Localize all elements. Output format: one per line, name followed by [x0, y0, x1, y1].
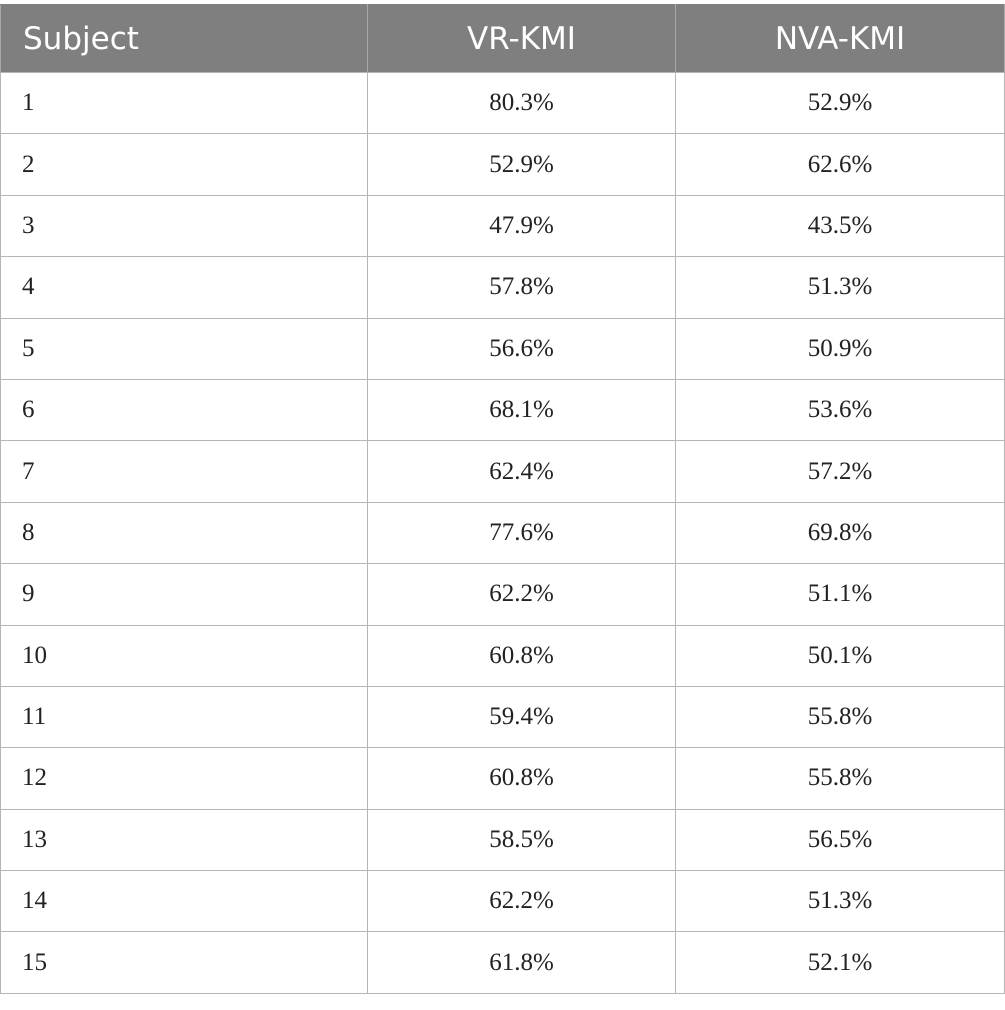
table-row: 12 60.8% 55.8%: [0, 747, 1005, 810]
table-row: 7 62.4% 57.2%: [0, 440, 1005, 503]
cell-vr-kmi: 68.1%: [367, 378, 676, 442]
table-row: 4 57.8% 51.3%: [0, 256, 1005, 319]
cell-vr-kmi: 77.6%: [367, 501, 676, 565]
cell-subject: 5: [0, 317, 368, 380]
table-row: 1 80.3% 52.9%: [0, 71, 1005, 135]
header-subject: Subject: [0, 4, 368, 73]
header-vr-kmi: VR-KMI: [367, 4, 676, 73]
cell-vr-kmi: 62.4%: [367, 440, 676, 503]
table-header: Subject VR-KMI NVA-KMI: [0, 4, 1005, 73]
cell-nva-kmi: 57.2%: [675, 440, 1005, 503]
cell-vr-kmi: 60.8%: [367, 747, 676, 810]
table-row: 3 47.9% 43.5%: [0, 194, 1005, 258]
table-row: 14 62.2% 51.3%: [0, 870, 1005, 933]
table-body: 1 80.3% 52.9% 2 52.9% 62.6% 3 47.9% 43.5% 4 57.8% 5…: [0, 71, 1005, 994]
cell-nva-kmi: 55.8%: [675, 685, 1005, 749]
cell-subject: 8: [0, 501, 368, 565]
cell-subject: 9: [0, 563, 368, 626]
cell-nva-kmi: 50.9%: [675, 317, 1005, 380]
cell-subject: 3: [0, 194, 368, 258]
cell-vr-kmi: 47.9%: [367, 194, 676, 258]
cell-nva-kmi: 55.8%: [675, 747, 1005, 810]
cell-vr-kmi: 57.8%: [367, 256, 676, 319]
cell-nva-kmi: 52.1%: [675, 931, 1005, 994]
cell-vr-kmi: 61.8%: [367, 931, 676, 994]
header-row: Subject VR-KMI NVA-KMI: [0, 4, 1005, 73]
cell-vr-kmi: 56.6%: [367, 317, 676, 380]
cell-nva-kmi: 51.1%: [675, 563, 1005, 626]
cell-subject: 7: [0, 440, 368, 503]
table-row: 2 52.9% 62.6%: [0, 133, 1005, 196]
cell-nva-kmi: 43.5%: [675, 194, 1005, 258]
cell-nva-kmi: 62.6%: [675, 133, 1005, 196]
cell-nva-kmi: 51.3%: [675, 256, 1005, 319]
cell-subject: 2: [0, 133, 368, 196]
table-row: 5 56.6% 50.9%: [0, 317, 1005, 380]
cell-vr-kmi: 59.4%: [367, 685, 676, 749]
header-nva-kmi: NVA-KMI: [675, 4, 1005, 73]
cell-subject: 15: [0, 931, 368, 994]
cell-vr-kmi: 60.8%: [367, 624, 676, 687]
cell-subject: 1: [0, 71, 368, 135]
cell-nva-kmi: 52.9%: [675, 71, 1005, 135]
cell-vr-kmi: 62.2%: [367, 870, 676, 933]
table-row: 9 62.2% 51.1%: [0, 563, 1005, 626]
cell-subject: 13: [0, 808, 368, 872]
table-row: 8 77.6% 69.8%: [0, 501, 1005, 565]
cell-subject: 11: [0, 685, 368, 749]
cell-nva-kmi: 53.6%: [675, 378, 1005, 442]
table-row: 13 58.5% 56.5%: [0, 808, 1005, 872]
cell-vr-kmi: 58.5%: [367, 808, 676, 872]
table-row: 10 60.8% 50.1%: [0, 624, 1005, 687]
cell-nva-kmi: 51.3%: [675, 870, 1005, 933]
cell-subject: 12: [0, 747, 368, 810]
cell-nva-kmi: 56.5%: [675, 808, 1005, 872]
cell-subject: 4: [0, 256, 368, 319]
table-row: 11 59.4% 55.8%: [0, 685, 1005, 749]
table-row: 6 68.1% 53.6%: [0, 378, 1005, 442]
cell-vr-kmi: 52.9%: [367, 133, 676, 196]
cell-nva-kmi: 69.8%: [675, 501, 1005, 565]
cell-subject: 6: [0, 378, 368, 442]
results-table: Subject VR-KMI NVA-KMI 1 80.3% 52.9% 2 52.9%…: [0, 4, 1005, 994]
cell-nva-kmi: 50.1%: [675, 624, 1005, 687]
cell-vr-kmi: 80.3%: [367, 71, 676, 135]
cell-subject: 14: [0, 870, 368, 933]
cell-subject: 10: [0, 624, 368, 687]
cell-vr-kmi: 62.2%: [367, 563, 676, 626]
table-row: 15 61.8% 52.1%: [0, 931, 1005, 994]
